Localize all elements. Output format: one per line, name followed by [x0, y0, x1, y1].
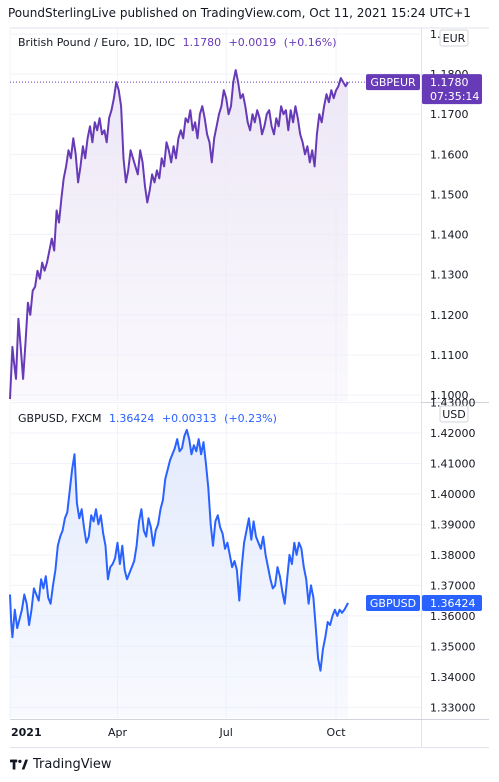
gbpusd-y-tick-label: 1.39000	[430, 518, 476, 531]
x-tick-label: 2021	[11, 726, 42, 739]
tradingview-brand: TradingView	[33, 757, 112, 772]
x-tick-label: Oct	[327, 726, 347, 739]
gbpusd-y-tick-label: 1.42000	[430, 427, 476, 440]
tradingview-footer[interactable]: TradingView	[10, 757, 112, 772]
gbpeur-y-tick-label: 1.1200	[430, 309, 469, 322]
gbpeur-y-tick-label: 1.1700	[430, 108, 469, 121]
gbpeur-price-tag	[422, 74, 482, 105]
gbpusd-legend-change: +0.00313	[161, 412, 217, 425]
gbpusd-currency-label: USD	[442, 408, 466, 421]
gbpusd-legend-change-pct: (+0.23%)	[224, 412, 277, 425]
tradingview-logo-icon	[10, 759, 28, 769]
gbpeur-countdown: 07:35:14	[430, 90, 479, 103]
gbpeur-legend-last: 1.1780	[182, 36, 222, 49]
x-tick-label: Jul	[219, 726, 233, 739]
gbpusd-area-fill	[10, 429, 348, 718]
gbpusd-price-tag	[422, 594, 482, 611]
gbpeur-series-line	[9, 69, 349, 400]
gbpusd-legend-last: 1.36424	[108, 412, 155, 425]
gbpusd-series-line	[9, 428, 349, 672]
gbpeur-symbol-tag	[366, 74, 420, 91]
gbpeur-symbol-tag-label: GBPEUR	[370, 76, 416, 89]
gbpeur-y-tick-label: 1.1300	[430, 269, 469, 282]
gbpeur-y-tick-label: 1.1000	[430, 389, 469, 402]
publisher-line: PoundSterlingLive published on TradingVi…	[8, 6, 471, 20]
gbpusd-y-tick-label: 1.35000	[430, 640, 476, 653]
gbpeur-price-tag-value: 1.1780	[430, 76, 469, 89]
gbpusd-y-tick-label: 1.38000	[430, 549, 476, 562]
gbpeur-currency-label: EUR	[443, 32, 466, 45]
gbpusd-currency-badge	[439, 405, 469, 423]
x-tick-label: Apr	[108, 726, 128, 739]
gbpeur-legend: British Pound / Euro, 1D, IDC 1.1780 +0.…	[18, 36, 341, 49]
gbpusd-y-tick-label: 1.33000	[430, 701, 476, 714]
gbpusd-symbol-tag	[366, 594, 420, 611]
gbpeur-currency-badge	[439, 29, 469, 47]
gbpusd-y-tick-label: 1.36000	[430, 610, 476, 623]
gbpusd-price-tag-value: 1.36424	[430, 597, 476, 610]
gbpusd-y-tick-label: 1.41000	[430, 457, 476, 470]
gbpeur-legend-title: British Pound / Euro, 1D, IDC	[18, 36, 176, 49]
gbpeur-area-fill	[10, 70, 348, 401]
gbpeur-legend-change-pct: (+0.16%)	[283, 36, 337, 49]
gbpeur-legend-change: +0.0019	[228, 36, 277, 49]
gbpusd-symbol-tag-label: GBPUSD	[370, 597, 416, 610]
gbpeur-y-tick-label: 1.1100	[430, 349, 469, 362]
gbpeur-y-tick-label: 1.1400	[430, 229, 469, 242]
gbpusd-y-tick-label: 1.37000	[430, 579, 476, 592]
gbpusd-legend: GBPUSD, FXCM 1.36424 +0.00313 (+0.23%)	[18, 412, 281, 425]
gbpusd-y-tick-label: 1.40000	[430, 488, 476, 501]
gbpusd-y-tick-label: 1.34000	[430, 671, 476, 684]
gbpeur-y-tick-label: 1.1600	[430, 148, 469, 161]
gbpeur-y-tick-label: 1.1500	[430, 188, 469, 201]
gbpusd-legend-title: GBPUSD, FXCM	[18, 412, 102, 425]
